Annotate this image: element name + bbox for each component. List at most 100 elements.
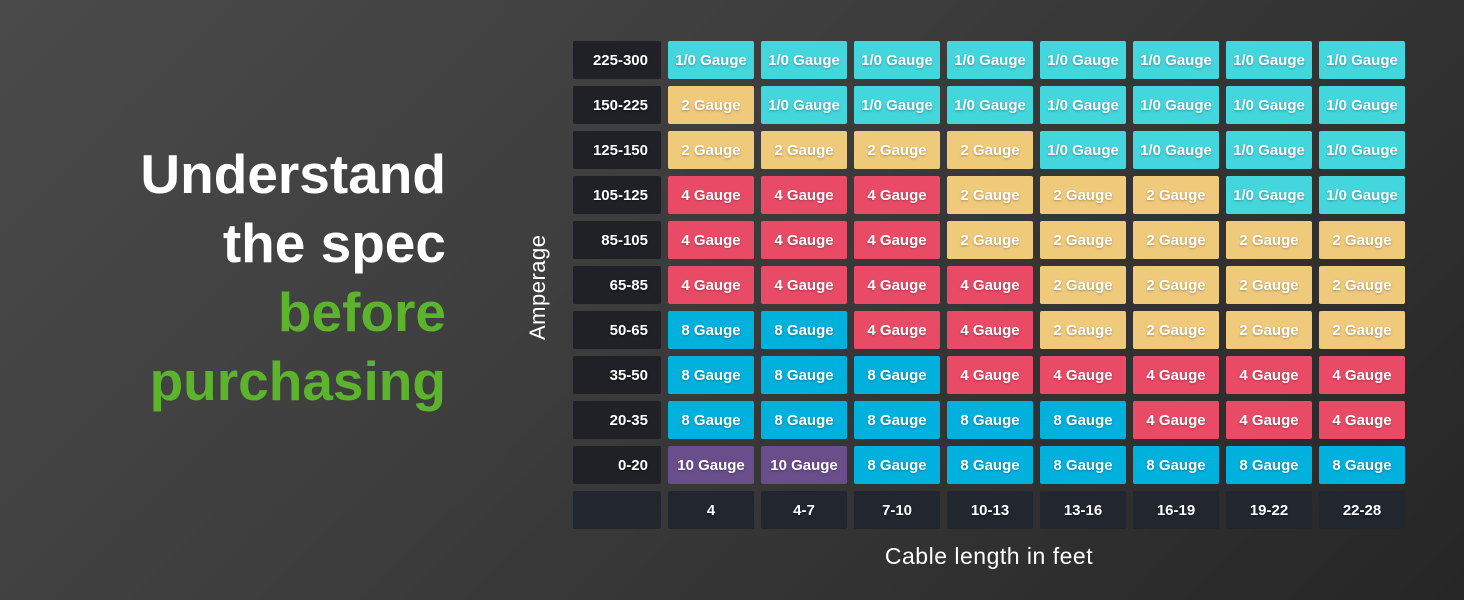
gauge-cell: 8 Gauge bbox=[761, 401, 847, 439]
cable-length-column-label: 7-10 bbox=[854, 491, 940, 529]
gauge-cell: 2 Gauge bbox=[1133, 176, 1219, 214]
gauge-cell: 2 Gauge bbox=[1226, 221, 1312, 259]
amperage-row-label: 35-50 bbox=[573, 356, 661, 394]
gauge-cell: 2 Gauge bbox=[761, 131, 847, 169]
gauge-cell: 4 Gauge bbox=[1133, 356, 1219, 394]
gauge-cell: 4 Gauge bbox=[947, 266, 1033, 304]
gauge-cell: 1/0 Gauge bbox=[761, 86, 847, 124]
gauge-cell: 1/0 Gauge bbox=[1133, 86, 1219, 124]
gauge-cell: 4 Gauge bbox=[761, 266, 847, 304]
gauge-cell: 2 Gauge bbox=[1319, 266, 1405, 304]
x-axis-label-cable-length: Cable length in feet bbox=[884, 543, 1094, 569]
cable-length-column-label: 4-7 bbox=[761, 491, 847, 529]
headline-line-4: purchasing bbox=[149, 350, 446, 412]
gauge-cell: 1/0 Gauge bbox=[1226, 176, 1312, 214]
gauge-cell: 8 Gauge bbox=[854, 401, 940, 439]
gauge-cell: 2 Gauge bbox=[1133, 311, 1219, 349]
amperage-row-label: 225-300 bbox=[573, 41, 661, 79]
gauge-cell: 1/0 Gauge bbox=[1319, 131, 1405, 169]
gauge-cell: 2 Gauge bbox=[1226, 311, 1312, 349]
gauge-cell: 2 Gauge bbox=[1040, 311, 1126, 349]
gauge-cell: 4 Gauge bbox=[1133, 401, 1219, 439]
cable-length-column-label: 4 bbox=[668, 491, 754, 529]
gauge-cell: 1/0 Gauge bbox=[1226, 131, 1312, 169]
cable-length-column-label: 16-19 bbox=[1133, 491, 1219, 529]
amperage-row-label: 50-65 bbox=[573, 311, 661, 349]
amperage-row-label: 125-150 bbox=[573, 131, 661, 169]
headline-line-1: Understand bbox=[140, 143, 446, 205]
footer-corner-cell bbox=[573, 491, 661, 529]
gauge-cell: 2 Gauge bbox=[1133, 266, 1219, 304]
cable-length-column-label: 13-16 bbox=[1040, 491, 1126, 529]
gauge-cell: 2 Gauge bbox=[1040, 176, 1126, 214]
gauge-cell: 4 Gauge bbox=[668, 221, 754, 259]
headline: Understand the spec before purchasing bbox=[60, 140, 446, 416]
amperage-row-label: 85-105 bbox=[573, 221, 661, 259]
gauge-cell: 1/0 Gauge bbox=[1319, 86, 1405, 124]
gauge-cell: 2 Gauge bbox=[1319, 311, 1405, 349]
gauge-cell: 2 Gauge bbox=[1226, 266, 1312, 304]
gauge-cell: 4 Gauge bbox=[1040, 356, 1126, 394]
gauge-cell: 2 Gauge bbox=[1319, 221, 1405, 259]
gauge-cell: 4 Gauge bbox=[854, 266, 940, 304]
gauge-cell: 4 Gauge bbox=[668, 176, 754, 214]
gauge-cell: 1/0 Gauge bbox=[947, 86, 1033, 124]
amperage-row-label: 20-35 bbox=[573, 401, 661, 439]
gauge-cell: 2 Gauge bbox=[947, 131, 1033, 169]
gauge-cell: 1/0 Gauge bbox=[1319, 41, 1405, 79]
gauge-cell: 4 Gauge bbox=[761, 176, 847, 214]
gauge-cell: 4 Gauge bbox=[1226, 401, 1312, 439]
gauge-table: 225-300 1/0 Gauge 1/0 Gauge 1/0 Gauge 1/0 Ga… bbox=[573, 41, 1405, 529]
gauge-cell: 8 Gauge bbox=[947, 401, 1033, 439]
amperage-row-label: 150-225 bbox=[573, 86, 661, 124]
gauge-cell: 8 Gauge bbox=[1133, 446, 1219, 484]
gauge-cell: 2 Gauge bbox=[668, 86, 754, 124]
cable-length-column-label: 22-28 bbox=[1319, 491, 1405, 529]
gauge-cell: 4 Gauge bbox=[947, 311, 1033, 349]
gauge-cell: 8 Gauge bbox=[1040, 401, 1126, 439]
gauge-cell: 1/0 Gauge bbox=[1226, 41, 1312, 79]
amperage-row-label: 65-85 bbox=[573, 266, 661, 304]
gauge-cell: 1/0 Gauge bbox=[668, 41, 754, 79]
gauge-cell: 4 Gauge bbox=[854, 311, 940, 349]
gauge-cell: 4 Gauge bbox=[1319, 356, 1405, 394]
headline-line-3: before bbox=[277, 281, 446, 343]
gauge-cell: 10 Gauge bbox=[761, 446, 847, 484]
gauge-cell: 8 Gauge bbox=[668, 401, 754, 439]
gauge-cell: 2 Gauge bbox=[854, 131, 940, 169]
gauge-cell: 8 Gauge bbox=[1040, 446, 1126, 484]
gauge-cell: 2 Gauge bbox=[1133, 221, 1219, 259]
gauge-cell: 8 Gauge bbox=[668, 356, 754, 394]
cable-length-column-label: 19-22 bbox=[1226, 491, 1312, 529]
gauge-cell: 4 Gauge bbox=[947, 356, 1033, 394]
gauge-cell: 1/0 Gauge bbox=[1040, 131, 1126, 169]
cable-length-column-label: 10-13 bbox=[947, 491, 1033, 529]
gauge-cell: 8 Gauge bbox=[854, 356, 940, 394]
gauge-cell: 1/0 Gauge bbox=[1319, 176, 1405, 214]
amperage-row-label: 105-125 bbox=[573, 176, 661, 214]
gauge-cell: 2 Gauge bbox=[1040, 266, 1126, 304]
gauge-cell: 4 Gauge bbox=[1226, 356, 1312, 394]
gauge-cell: 1/0 Gauge bbox=[854, 41, 940, 79]
gauge-cell: 1/0 Gauge bbox=[1133, 41, 1219, 79]
gauge-cell: 10 Gauge bbox=[668, 446, 754, 484]
gauge-cell: 1/0 Gauge bbox=[761, 41, 847, 79]
gauge-cell: 2 Gauge bbox=[947, 221, 1033, 259]
gauge-cell: 1/0 Gauge bbox=[854, 86, 940, 124]
gauge-cell: 2 Gauge bbox=[947, 176, 1033, 214]
gauge-cell: 2 Gauge bbox=[1040, 221, 1126, 259]
gauge-cell: 1/0 Gauge bbox=[1040, 86, 1126, 124]
gauge-cell: 1/0 Gauge bbox=[1226, 86, 1312, 124]
gauge-cell: 4 Gauge bbox=[854, 221, 940, 259]
gauge-cell: 4 Gauge bbox=[854, 176, 940, 214]
amperage-row-label: 0-20 bbox=[573, 446, 661, 484]
gauge-cell: 4 Gauge bbox=[668, 266, 754, 304]
gauge-cell: 8 Gauge bbox=[668, 311, 754, 349]
gauge-cell: 8 Gauge bbox=[761, 356, 847, 394]
gauge-cell: 8 Gauge bbox=[1319, 446, 1405, 484]
gauge-cell: 4 Gauge bbox=[761, 221, 847, 259]
headline-line-2: the spec bbox=[222, 212, 446, 274]
gauge-cell: 8 Gauge bbox=[761, 311, 847, 349]
gauge-cell: 1/0 Gauge bbox=[947, 41, 1033, 79]
y-axis-label-amperage: Amperage bbox=[525, 234, 550, 341]
